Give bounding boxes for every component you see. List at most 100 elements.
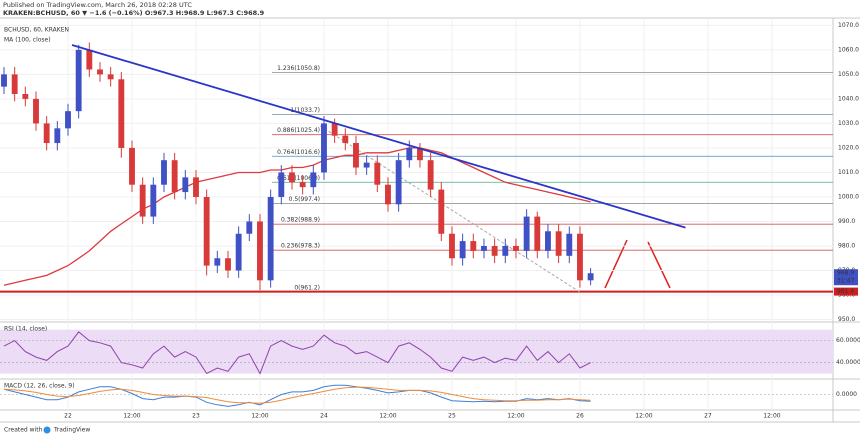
y-tick-label: 1010.0 [838,169,859,176]
candle-body [481,246,487,251]
candle-body [427,160,434,190]
candle-body [118,79,125,148]
candle-body [545,231,551,251]
candle-body [43,123,50,144]
candle-body [534,216,541,251]
y-tick-label: 1030.0 [838,120,859,127]
symbol-line: KRAKEN:BCHUSD, 60 ▼ −1.6 (−0.16%) O:967.… [3,9,265,17]
candle-body [406,147,413,161]
candle-body [129,147,135,185]
y-tick-label: 990.0 [838,218,855,225]
candle-body [22,94,29,99]
y-tick-label: 0.0000 [836,391,857,398]
countdown-label: 31:47 [837,278,854,285]
candle-body [289,172,295,183]
x-tick-label: 12:00 [763,413,780,420]
x-tick-label: 22 [64,413,72,420]
candle-body [459,241,466,259]
candle-body [246,221,253,234]
fib-label: 0(961.2) [294,285,320,292]
last-price-label: 968.9 [837,270,854,277]
arrow-down [647,241,671,289]
indicator-line [3,331,591,375]
panel-title: RSI (14, close) [4,326,47,333]
candle-body [513,246,519,251]
candle-body [470,241,477,251]
candle-body [182,177,189,193]
band [0,329,833,374]
support-price-tag [834,287,858,296]
support-price-label: 961.4 [837,288,854,295]
x-tick-label: 12:00 [251,413,268,420]
candle-body [278,172,285,197]
candle-body [1,74,7,87]
x-tick-label: 12:00 [507,413,524,420]
candle-body [577,233,583,281]
footer-created: Created with [4,427,43,434]
candle-body [257,221,263,281]
candle-body [342,135,349,144]
fib-label: 0.382(988.9) [281,217,320,224]
candle-body [502,246,509,256]
candle-body [107,74,114,80]
x-tick-label: 24 [320,413,328,420]
y-tick-label: 950.0 [838,316,855,323]
x-tick-label: 25 [448,413,456,420]
y-tick-label: 1040.0 [838,95,859,102]
candle-body [523,216,530,251]
x-tick-label: 23 [192,413,200,420]
candle-body [11,74,18,94]
candle-body [235,233,242,271]
fib-label: 1(1033.7) [291,107,321,114]
y-tick-label: 1060.0 [838,46,859,53]
candle-body [385,184,391,205]
candle-body [214,258,221,266]
candle-body [363,162,370,168]
candle-body [321,123,327,173]
candle-body [587,273,594,281]
candle-body [299,182,306,188]
candle-body [449,233,455,259]
fib-label: 0.886(1025.4) [277,127,320,134]
x-tick-label: 12:00 [635,413,652,420]
candle-body [161,160,167,185]
x-tick-label: 26 [576,413,584,420]
y-tick-label: 1050.0 [838,71,859,78]
candle-body [417,147,423,161]
candle-body [139,184,146,217]
candle-body [193,177,199,197]
y-tick-label: 1070.0 [838,22,859,29]
published-note: Published on TradingView.com, March 26, … [3,1,192,9]
y-tick-label: 40.0000 [836,359,860,366]
moving-average [3,147,591,286]
candle-body [353,143,359,168]
candle-body [225,258,231,271]
brand-logo [43,426,51,434]
y-tick-label: 980.0 [838,243,855,250]
panel-title: MACD (12, 26, close, 9) [4,383,75,390]
footer-brand: TradingView [53,427,90,434]
fib-label: 1.236(1050.8) [277,65,320,72]
candle-body [171,160,178,193]
indicator-line [3,386,591,404]
candle-body [374,162,381,185]
candle-body [150,184,157,217]
candle-body [54,128,61,144]
y-tick-label: 1000.0 [838,193,859,200]
x-tick-label: 27 [704,413,712,420]
arrow-up [604,239,628,289]
candle-body [491,246,498,256]
fib-label: 0.618(1006.0) [277,175,320,182]
indicator-line [3,384,591,407]
y-tick-label: 60.0000 [836,337,860,344]
panel-title: BCHUSD, 60, KRAKEN [4,27,69,34]
candle-body [555,231,562,256]
x-tick-label: 12:00 [123,413,140,420]
x-tick-label: 12:00 [379,413,396,420]
last-price-tag [834,269,858,286]
fib-label: 0.236(978.3) [281,243,320,250]
trendline [71,44,686,229]
candle-body [75,49,82,112]
candle-body [97,69,103,75]
